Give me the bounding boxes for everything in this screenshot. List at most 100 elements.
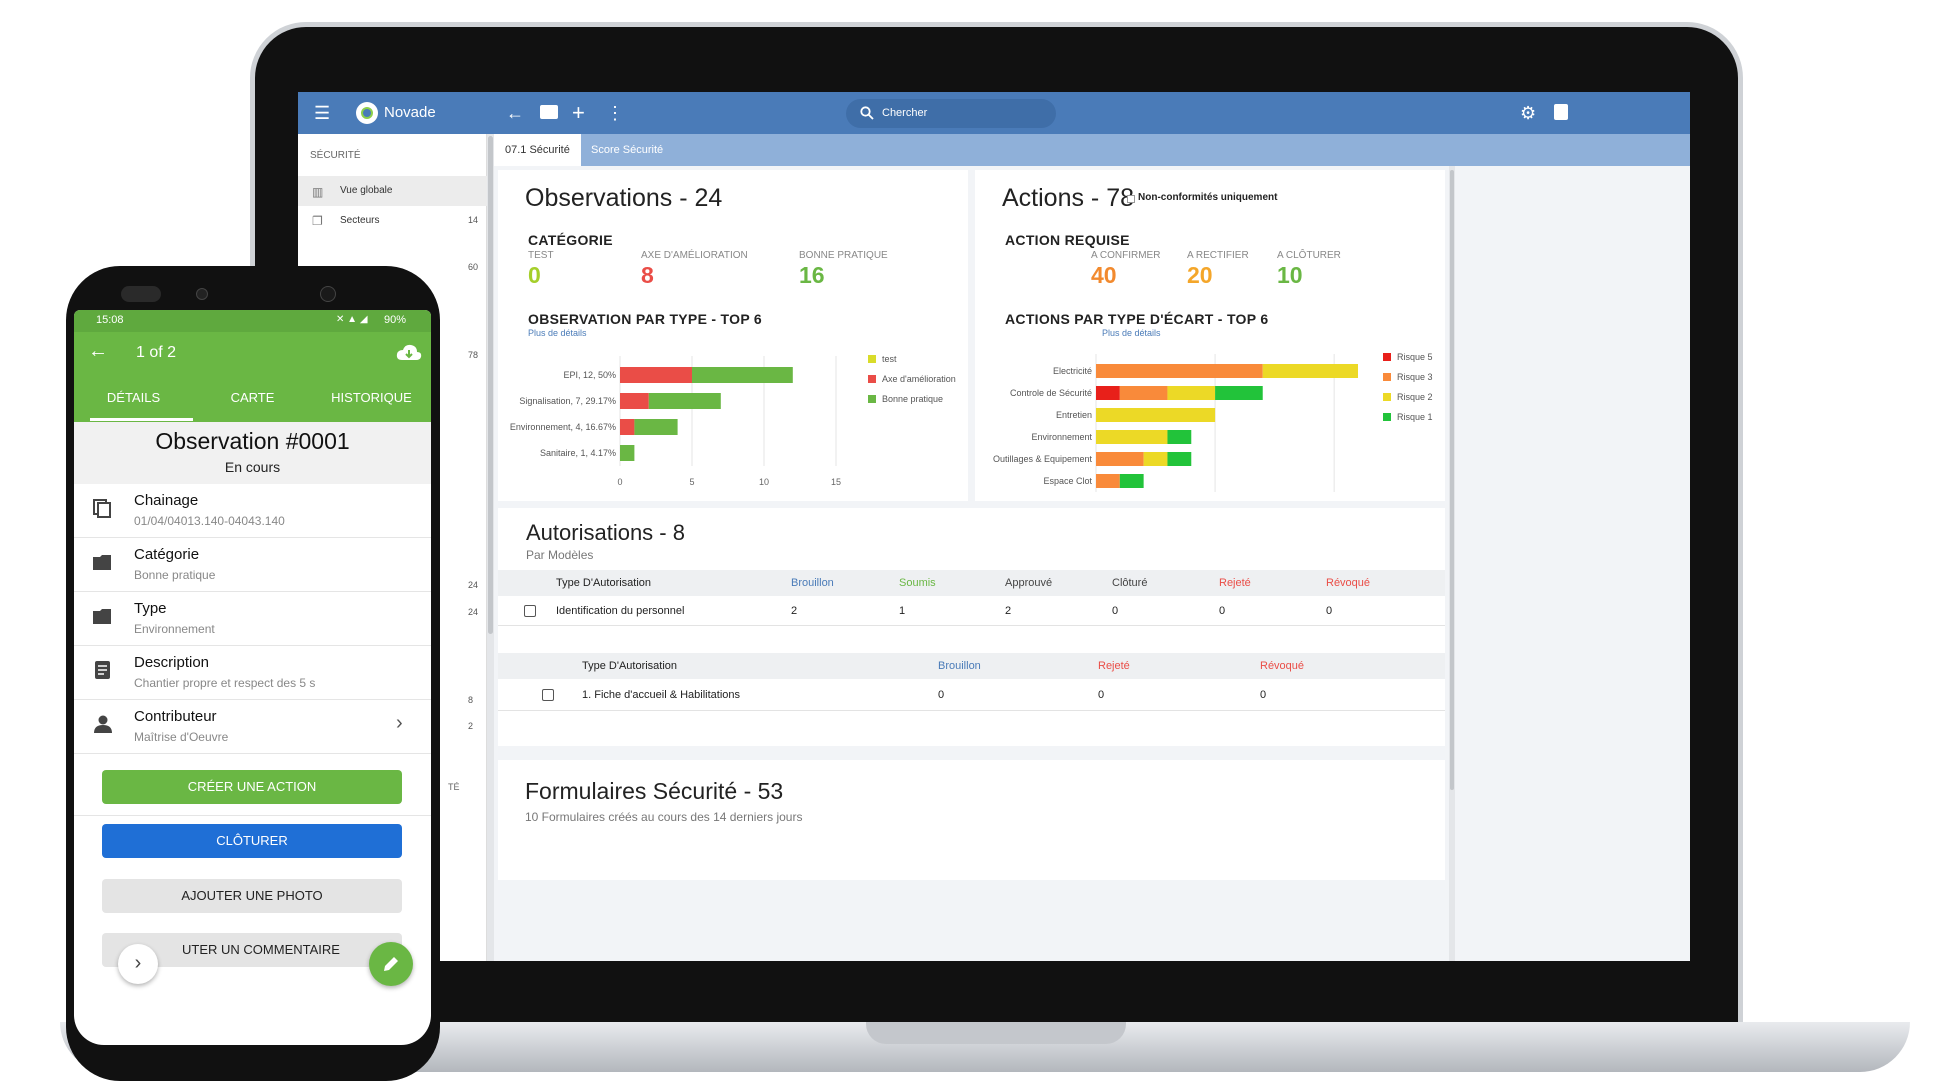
kpi-value: 10 bbox=[1277, 262, 1303, 288]
formulaires-card: Formulaires Sécurité - 53 10 Formulaires… bbox=[498, 760, 1445, 880]
table-cell: Identification du personnel bbox=[556, 605, 685, 617]
kpi-label: A CLÔTURER bbox=[1277, 250, 1341, 261]
content-scrollbar[interactable] bbox=[1449, 166, 1455, 961]
edit-fab-button[interactable] bbox=[369, 942, 413, 986]
tab-securite[interactable]: 07.1 Sécurité bbox=[494, 134, 581, 166]
field-contributeur[interactable]: Contributeur Maîtrise d'Oeuvre › bbox=[74, 700, 431, 754]
menu-icon[interactable]: ☰ bbox=[314, 103, 331, 123]
column-header: Brouillon bbox=[791, 577, 834, 589]
camera-icon bbox=[196, 288, 208, 300]
more-vert-icon[interactable]: ⋮ bbox=[606, 103, 624, 123]
gear-icon[interactable]: ⚙ bbox=[1520, 103, 1537, 123]
actions-title: Actions - 78 bbox=[1002, 184, 1135, 212]
category-label: Entretien bbox=[1056, 410, 1092, 420]
chevron-right-icon[interactable]: › bbox=[396, 712, 403, 734]
non-conformites-checkbox[interactable] bbox=[1127, 195, 1135, 203]
bar-segment bbox=[1143, 452, 1168, 466]
sidebar-item-label: Secteurs bbox=[340, 215, 380, 226]
back-arrow-icon[interactable]: ← bbox=[88, 340, 108, 362]
category-label: Environnement bbox=[1031, 432, 1092, 442]
add-photo-button[interactable]: AJOUTER UNE PHOTO bbox=[102, 879, 402, 913]
sidebar-footer: TÉ bbox=[448, 782, 460, 792]
back-arrow-icon[interactable]: ← bbox=[506, 103, 524, 123]
close-observation-button[interactable]: CLÔTURER bbox=[102, 824, 402, 858]
x-tick-label: 15 bbox=[831, 477, 841, 487]
tab-historique[interactable]: HISTORIQUE bbox=[331, 390, 412, 405]
kpi-label: A RECTIFIER bbox=[1187, 250, 1249, 261]
field-value: 01/04/04013.140-04043.140 bbox=[134, 514, 285, 528]
battery-level: 90% bbox=[384, 314, 407, 326]
legend-label: Bonne pratique bbox=[882, 394, 943, 404]
tab-details[interactable]: DÉTAILS bbox=[106, 390, 161, 405]
chart-icon: ▥ bbox=[312, 185, 324, 199]
app-name: Novade bbox=[384, 104, 436, 121]
field-title: Chainage bbox=[134, 492, 199, 509]
folder-icon bbox=[93, 609, 111, 624]
copy-icon bbox=[93, 499, 111, 518]
legend-label: Axe d'amélioration bbox=[882, 374, 956, 384]
column-header: Type D'Autorisation bbox=[556, 577, 652, 589]
bar-segment bbox=[648, 393, 721, 409]
bar-segment bbox=[1096, 364, 1263, 378]
create-action-button[interactable]: CRÉER UNE ACTION bbox=[102, 770, 402, 804]
kpi-value: 0 bbox=[528, 262, 541, 288]
kpi-value: 20 bbox=[1187, 262, 1213, 288]
formulaires-title: Formulaires Sécurité - 53 bbox=[525, 778, 784, 804]
table-cell: 1 bbox=[899, 605, 906, 617]
profile-icon[interactable] bbox=[1554, 104, 1568, 120]
details-link[interactable]: Plus de détails bbox=[528, 328, 587, 338]
bar-segment bbox=[1167, 452, 1192, 466]
tab-score-securite[interactable]: Score Sécurité bbox=[591, 144, 664, 156]
status-time: 15:08 bbox=[96, 314, 124, 326]
bar-segment bbox=[1096, 408, 1216, 422]
sidebar-item-count: 14 bbox=[468, 215, 479, 225]
table-row[interactable]: 1. Fiche d'accueil & Habilitations 0 0 0 bbox=[498, 679, 1445, 711]
stack-icon[interactable] bbox=[540, 105, 558, 119]
search-icon bbox=[860, 106, 874, 120]
bar-segment bbox=[1215, 386, 1263, 400]
sidebar-item-secteurs[interactable]: ❐ Secteurs 14 bbox=[298, 206, 487, 236]
table-cell: 0 bbox=[1260, 689, 1267, 701]
x-tick-label: 10 bbox=[759, 477, 769, 487]
column-header: Type D'Autorisation bbox=[582, 660, 678, 672]
column-header: Soumis bbox=[899, 577, 936, 589]
observations-title: Observations - 24 bbox=[525, 184, 723, 212]
action-required-heading: ACTION REQUISE bbox=[1005, 232, 1130, 248]
table-cell: 0 bbox=[1112, 605, 1119, 617]
table-row[interactable]: Identification du personnel 2 1 2 0 0 0 bbox=[498, 596, 1445, 626]
observation-chart-heading: OBSERVATION PAR TYPE - TOP 6 bbox=[528, 311, 762, 327]
observation-header: Observation #0001 En cours bbox=[74, 422, 431, 484]
sidebar-section-title: SÉCURITÉ bbox=[310, 150, 361, 161]
category-heading: CATÉGORIE bbox=[528, 232, 613, 248]
pencil-icon bbox=[384, 957, 398, 971]
add-icon[interactable]: + bbox=[572, 100, 585, 125]
legend-swatch bbox=[868, 395, 876, 403]
cloud-download-icon[interactable] bbox=[396, 344, 422, 362]
legend-swatch bbox=[1383, 413, 1391, 421]
legend-swatch bbox=[868, 375, 876, 383]
form-icon bbox=[542, 689, 554, 701]
actions-type-chart: 0510ElectricitéControle de SécuritéEntre… bbox=[993, 352, 1433, 492]
legend-swatch bbox=[1383, 393, 1391, 401]
tab-carte[interactable]: CARTE bbox=[230, 390, 275, 405]
tab-bar: 07.1 Sécurité Score Sécurité bbox=[494, 134, 1690, 166]
search-input[interactable]: Chercher bbox=[846, 99, 1056, 128]
chevron-right-icon[interactable]: › bbox=[118, 944, 158, 984]
kpi-label: AXE D'AMÉLIORATION bbox=[641, 250, 748, 261]
column-header: Clôturé bbox=[1112, 577, 1148, 589]
sidebar-scrollbar[interactable] bbox=[487, 134, 494, 961]
kpi-value: 8 bbox=[641, 262, 654, 288]
field-title: Contributeur bbox=[134, 708, 217, 725]
field-title: Catégorie bbox=[134, 546, 200, 563]
sidebar-count: 60 bbox=[468, 262, 479, 272]
category-label: EPI, 12, 50% bbox=[563, 370, 616, 380]
legend-label: Risque 3 bbox=[1397, 372, 1433, 382]
bar-segment bbox=[1167, 430, 1192, 444]
non-conformites-label: Non-conformités uniquement bbox=[1138, 192, 1278, 203]
sidebar-item-vue-globale[interactable]: ▥ Vue globale bbox=[298, 176, 487, 206]
sidebar-item-label: Vue globale bbox=[340, 185, 393, 196]
legend-label: Risque 1 bbox=[1397, 412, 1433, 422]
autorisations-title: Autorisations - 8 bbox=[526, 520, 685, 545]
notes-icon bbox=[95, 661, 110, 679]
details-link[interactable]: Plus de détails bbox=[1102, 328, 1161, 338]
